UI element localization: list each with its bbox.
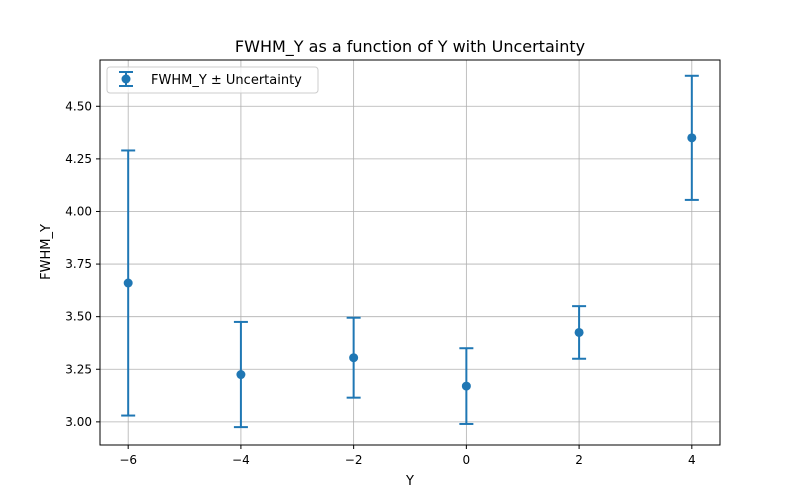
series-layer <box>121 74 699 429</box>
data-point-marker <box>574 327 584 337</box>
y-tick-label: 4.50 <box>65 99 92 113</box>
errorbar-point <box>684 74 699 201</box>
errorbar-point <box>121 149 136 417</box>
y-tick-label: 4.00 <box>65 204 92 218</box>
axes-frame <box>99 59 721 446</box>
x-tick-label: 2 <box>575 453 583 467</box>
data-point-marker <box>461 381 471 391</box>
y-tick-label: 3.75 <box>65 257 92 271</box>
y-axis-label: FWHM_Y <box>39 224 54 280</box>
y-tick-label: 3.25 <box>65 362 92 376</box>
legend: FWHM_Y ± Uncertainty <box>106 66 319 94</box>
data-point-marker <box>236 370 246 380</box>
data-point-marker <box>349 353 359 363</box>
ticks-layer: −6 −4 −2 0 2 4 3.00 3.25 3.50 3.75 4.00 4.25 4.50 <box>65 99 695 467</box>
legend-label: FWHM_Y ± Uncertainty <box>151 73 302 88</box>
y-tick-label: 3.00 <box>65 415 92 429</box>
errorbar-point <box>459 347 474 425</box>
errorbar-point <box>572 305 587 360</box>
y-tick-label: 3.50 <box>65 310 92 324</box>
legend-box <box>106 66 319 94</box>
x-tick-label: −6 <box>119 453 137 467</box>
errorbar-point <box>233 320 248 429</box>
x-tick-label: 4 <box>688 453 696 467</box>
data-point-marker <box>687 133 697 143</box>
y-tick-label: 4.25 <box>65 152 92 166</box>
grid-layer <box>100 60 720 445</box>
x-axis-label: Y <box>405 474 414 489</box>
x-tick-label: −2 <box>345 453 363 467</box>
data-point-marker <box>123 278 133 288</box>
x-tick-label: −4 <box>232 453 250 467</box>
errorbar-point <box>346 316 361 399</box>
legend-marker <box>121 74 131 84</box>
chart-title: FWHM_Y as a function of Y with Uncertain… <box>235 37 585 57</box>
x-tick-label: 0 <box>463 453 471 467</box>
